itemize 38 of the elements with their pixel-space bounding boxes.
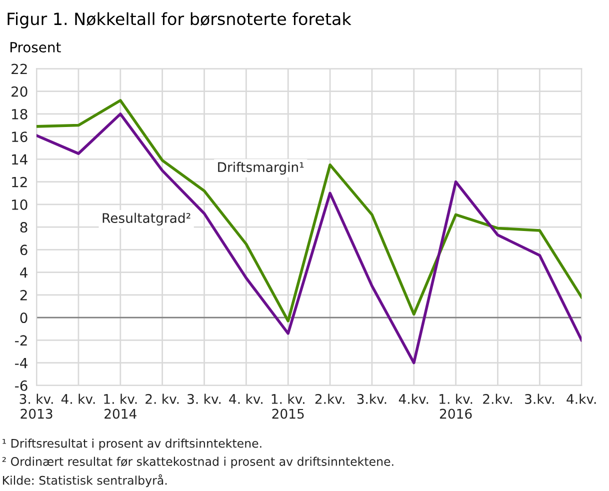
line-series xyxy=(36,112,582,364)
x-tick-label: 1. kv. 2016 xyxy=(440,394,472,419)
text: ² Ordinært resultat før skattekostnad i prosent av driftsinntektene. xyxy=(2,456,394,468)
x-tick-label: 4. kv. xyxy=(61,394,95,404)
x-tick-label: 2. kv. xyxy=(146,394,179,404)
x-tick-label: 1. kv. 2015 xyxy=(272,394,304,419)
y-tick-label: 16 xyxy=(12,132,28,142)
y-tick-label: 4 xyxy=(20,267,28,278)
y-tick-label: 8 xyxy=(20,222,28,233)
line-series xyxy=(36,99,582,322)
y-tick-label: -6 xyxy=(15,380,28,391)
y-tick-label: 14 xyxy=(12,154,28,164)
series-label: Driftsmargin¹ xyxy=(218,162,304,175)
y-tick-label: -2 xyxy=(15,335,27,346)
x-tick-label: 3. kv. xyxy=(188,394,221,404)
x-tick-label: 3.kv. xyxy=(357,394,386,404)
x-tick-label: 4.kv. xyxy=(566,394,596,404)
text: Kilde: Statistisk sentralbyrå. xyxy=(2,474,167,488)
y-tick-label: 10 xyxy=(12,199,28,210)
y-tick-label: -4 xyxy=(15,358,28,368)
x-tick-label: 1. kv. 2014 xyxy=(104,394,137,419)
y-tick-label: 18 xyxy=(12,108,28,120)
y-tick-label: 12 xyxy=(12,176,27,188)
x-tick-label: 3. kv. 2013 xyxy=(20,394,53,419)
x-tick-label: 4.kv. xyxy=(398,394,428,404)
text: ¹ Driftsresultat i prosent av driftsinntektene. xyxy=(2,438,262,450)
y-tick-label: 2 xyxy=(20,290,27,300)
y-tick-label: 0 xyxy=(20,312,28,324)
x-tick-label: 2.kv. xyxy=(483,394,512,404)
y-tick-label: 22 xyxy=(12,64,27,74)
y-tick-label: 20 xyxy=(12,86,28,97)
x-tick-label: 2.kv. xyxy=(315,394,344,404)
chart-title: Figur 1. Nøkkeltall for børsnoterte foretak xyxy=(8,12,352,28)
y-tick-label: 6 xyxy=(20,244,28,256)
x-tick-label: 3.kv. xyxy=(525,394,554,404)
x-tick-label: 4. kv. xyxy=(229,394,262,404)
y-axis-title: Prosent xyxy=(10,42,61,52)
series-label: Resultatgrad² xyxy=(102,212,190,226)
